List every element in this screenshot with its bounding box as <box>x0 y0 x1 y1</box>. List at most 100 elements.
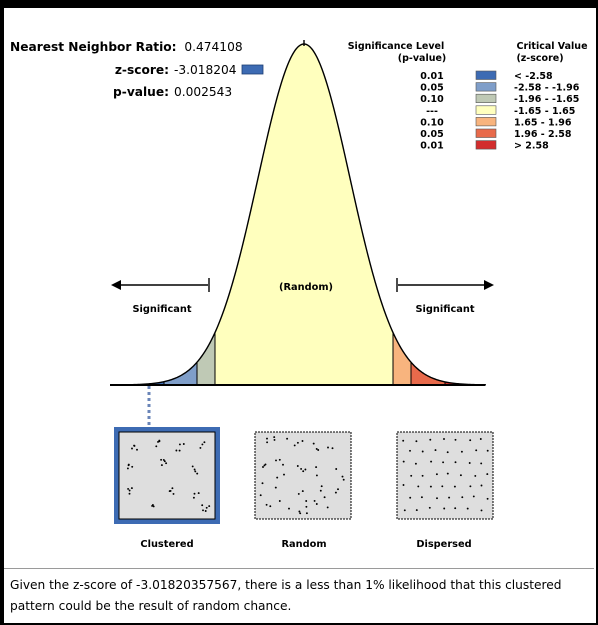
legend-z-range: < -2.58 <box>514 71 553 82</box>
left-significant-arrow <box>111 278 210 292</box>
dispersed-dot <box>441 485 444 488</box>
random-dot <box>299 512 302 515</box>
random-dot <box>341 475 344 478</box>
legend-row: 0.10 1.65 - 1.96 <box>420 117 572 128</box>
dispersed-dot <box>430 460 433 463</box>
dispersed-dot <box>436 497 438 500</box>
dispersed-dot <box>434 449 437 452</box>
clustered-dot <box>165 462 168 465</box>
legend-z-range: 1.65 - 1.96 <box>514 117 572 128</box>
dispersed-dot <box>480 484 483 487</box>
legend-row: --- -1.65 - 1.65 <box>426 105 575 117</box>
legend-swatch <box>475 140 497 150</box>
dispersed-dot <box>410 474 413 477</box>
dispersed-dot <box>429 485 432 488</box>
dispersed-dot <box>435 473 438 476</box>
random-dot <box>278 500 281 502</box>
random-dot <box>298 510 301 513</box>
random-dot <box>313 499 316 502</box>
dispersed-dot <box>403 509 406 512</box>
random-dot <box>301 440 304 442</box>
clustered-dot <box>193 492 196 495</box>
random-dot <box>259 494 262 497</box>
random-dot <box>317 449 320 451</box>
dispersed-dot <box>475 449 478 452</box>
legend-z-range: 1.96 - 2.58 <box>514 129 572 140</box>
random-dot <box>334 491 337 494</box>
clustered-dot <box>128 492 131 495</box>
curve-segment-z-2.58-1.96 <box>164 362 197 385</box>
nnr-value: 0.474108 <box>184 40 242 54</box>
random-dot <box>335 468 338 470</box>
dispersed-dot <box>415 440 418 443</box>
random-dot <box>296 465 299 467</box>
legend-row: 0.05 -2.58 - -1.96 <box>420 82 580 94</box>
clustered-dot <box>201 443 204 446</box>
random-dot <box>331 447 334 450</box>
clustered-label: Clustered <box>140 539 193 550</box>
curve-segment-z-1.96-1.65 <box>197 332 215 385</box>
legend-p-value: 0.01 <box>420 141 443 152</box>
summary-divider <box>4 568 594 569</box>
clustered-dot <box>131 447 133 450</box>
legend-row: 0.10 -1.96 - -1.65 <box>420 93 579 105</box>
clustered-dot <box>152 505 155 508</box>
dispersed-dot <box>479 438 482 440</box>
legend-swatch <box>475 105 497 115</box>
random-dot <box>312 442 315 445</box>
clustered-dot <box>160 464 163 467</box>
random-dot <box>282 463 284 466</box>
random-dot <box>323 496 326 499</box>
dispersed-label: Dispersed <box>416 539 471 550</box>
legend-p-value: 0.10 <box>420 117 444 128</box>
clustered-dot <box>158 440 161 443</box>
clustered-dot <box>205 506 208 509</box>
clustered-pattern <box>114 427 220 524</box>
clustered-dot <box>160 458 163 461</box>
random-dot <box>275 459 277 462</box>
clustered-dot <box>193 468 196 471</box>
dispersed-dot <box>486 449 489 452</box>
legend-p-value: 0.10 <box>420 94 444 105</box>
clustered-dot <box>197 492 200 495</box>
random-dot <box>319 489 322 492</box>
clustered-dot <box>130 487 133 490</box>
clustered-dot <box>126 467 129 470</box>
random-dot <box>305 505 308 508</box>
legend-z-range: > 2.58 <box>514 141 549 152</box>
clustered-dot <box>133 444 136 447</box>
clustered-dot <box>172 492 175 495</box>
random-dot <box>320 485 323 488</box>
random-dot <box>265 503 268 506</box>
clustered-dot <box>163 460 166 463</box>
legend-sig-header: Significance Level <box>348 41 445 52</box>
dispersed-dot <box>421 474 424 477</box>
clustered-dot <box>203 441 206 444</box>
dispersed-dot <box>420 496 423 499</box>
nearest-neighbor-diagram: Nearest Neighbor Ratio: 0.474108 z-score… <box>10 40 588 550</box>
random-dot <box>286 437 289 440</box>
random-dot <box>305 512 308 515</box>
legend-p-value: 0.05 <box>420 129 443 140</box>
random-dot <box>261 482 264 485</box>
clustered-dot <box>127 463 130 466</box>
dispersed-dot <box>417 485 420 488</box>
z-score-marker <box>241 64 264 75</box>
dispersed-dot <box>459 474 462 477</box>
dispersed-dots <box>402 438 489 512</box>
dispersed-dot <box>469 485 472 488</box>
clustered-dot <box>192 496 195 499</box>
random-pattern <box>254 431 352 520</box>
clustered-dot <box>201 504 204 507</box>
random-dot <box>266 441 269 444</box>
legend-crit-header: Critical Value <box>516 41 587 52</box>
random-dot <box>273 438 276 441</box>
nnr-line: Nearest Neighbor Ratio: 0.474108 <box>10 40 243 54</box>
curve-segment-random <box>215 44 393 385</box>
dispersed-dot <box>468 462 471 464</box>
random-box <box>254 431 352 520</box>
random-dot <box>337 488 339 491</box>
clustered-dot <box>202 509 204 512</box>
dispersed-dot <box>474 474 477 477</box>
significant-right-label: Significant <box>415 304 474 315</box>
